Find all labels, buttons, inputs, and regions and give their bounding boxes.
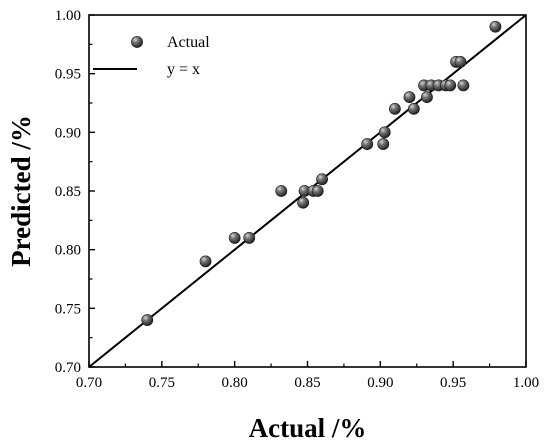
data-point [199,255,212,268]
x-tick-label: 0.95 [440,375,466,391]
y-axis-title: Predicted /% [6,115,36,267]
data-point [228,232,241,244]
data-point [377,138,390,150]
data-point [421,91,433,104]
data-point [243,232,256,244]
legend-label: y = x [167,61,200,78]
y-tick-label: 0.95 [55,67,81,83]
x-tick-label: 0.90 [367,375,393,391]
data-point [403,91,416,104]
data-point [457,79,470,92]
data-point [407,102,420,115]
y-tick-label: 0.85 [55,184,81,200]
points-group [141,20,502,326]
y-tick-label: 0.70 [55,360,81,376]
data-point [311,185,324,197]
data-point [316,173,328,186]
y-tick-label: 0.90 [55,125,81,141]
x-tick-label: 0.70 [76,375,102,391]
x-tick-label: 0.75 [149,375,175,391]
legend-point-swatch [131,36,143,48]
data-point [378,126,391,139]
ticks-group: 0.70 0.75 0.80 0.85 0.90 0.95 1.00 0.70 0.75 0.80… [55,8,539,391]
y-tick-label: 0.75 [55,301,81,317]
data-point [141,314,154,326]
x-tick-label: 0.80 [222,375,248,391]
data-point [444,79,457,92]
x-tick-label: 0.85 [294,375,320,391]
data-point [454,56,467,68]
data-point [489,20,502,33]
data-point [388,102,401,115]
x-axis-title: Actual /% [249,413,367,443]
x-tick-label: 1.00 [513,375,539,391]
data-point [361,138,374,150]
y-tick-label: 0.80 [55,243,81,259]
legend-label: Actual [167,34,210,51]
data-point [297,196,310,209]
y-tick-label: 1.00 [55,8,81,24]
legend: Actual y = x [93,34,210,78]
data-point [275,185,288,197]
